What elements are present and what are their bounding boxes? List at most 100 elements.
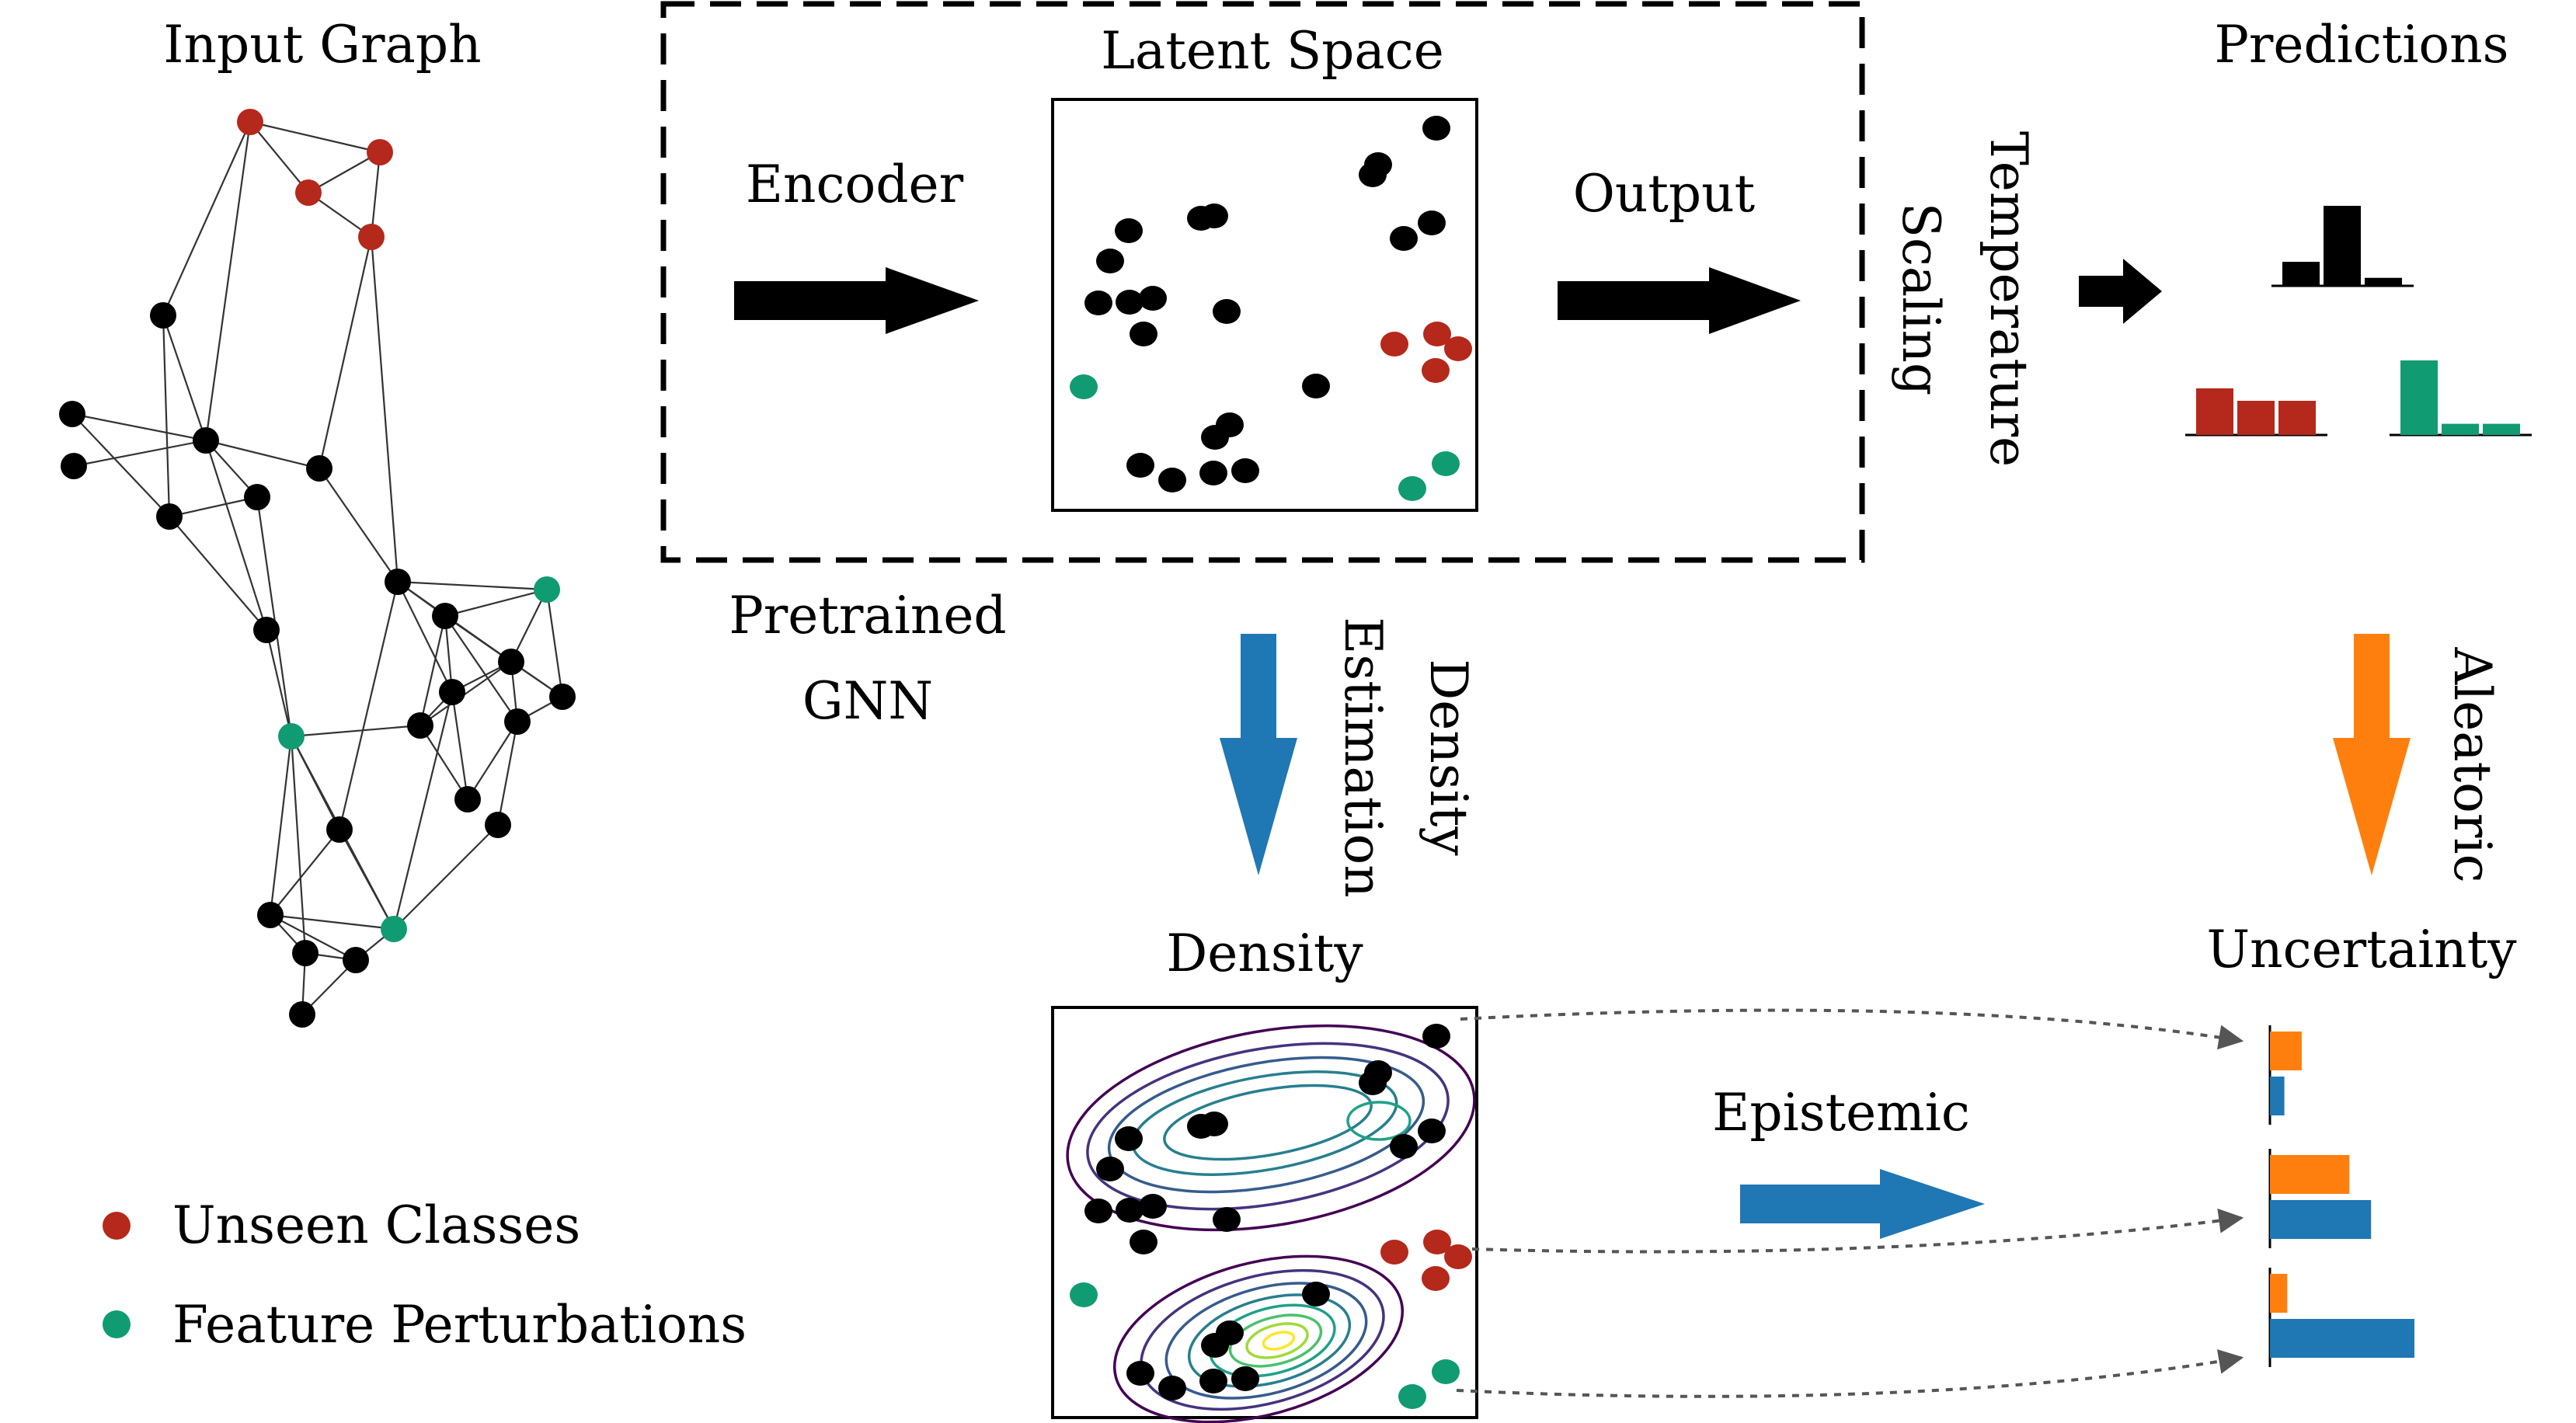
epistemic-label: Epistemic [1712, 1083, 1970, 1143]
latent-point-perturbed [1070, 374, 1098, 399]
encoder-arrow [734, 267, 979, 334]
graph-node-unseen [367, 139, 393, 165]
latent-point-normal [1200, 204, 1228, 228]
latent-point-unseen [1423, 322, 1451, 346]
graph-node-perturbed [534, 576, 560, 603]
density-contour [1112, 1254, 1405, 1423]
graph-edge [545, 589, 564, 698]
graph-node-normal [150, 302, 176, 329]
density-contour [1164, 1282, 1368, 1400]
connector-normal [1460, 1008, 2244, 1050]
density-point-normal [1213, 1207, 1241, 1232]
graph-node-normal [193, 427, 219, 454]
density-contour [1066, 1024, 1476, 1232]
density-point-perturbed [1070, 1282, 1098, 1307]
latent-point-normal [1139, 286, 1167, 311]
graph-node-normal [61, 453, 87, 479]
graph-node-normal [407, 712, 433, 739]
density-contour [1346, 1101, 1412, 1141]
graph-nodes [59, 109, 576, 1028]
graph-node-unseen [295, 179, 322, 206]
pretrained-label: Pretrained [729, 586, 1006, 645]
graph-node-normal [59, 401, 85, 427]
graph-edge [393, 824, 499, 930]
connector-perturbed [1456, 1349, 2244, 1398]
density-point-normal [1199, 1369, 1227, 1393]
latent-point-normal [1422, 116, 1450, 141]
graph-edge [270, 913, 395, 931]
density-point-normal [1422, 1024, 1450, 1049]
graph-edge [444, 588, 548, 618]
density-contour [1262, 1331, 1296, 1351]
graph-edge [169, 516, 267, 631]
density-contour [1245, 1322, 1309, 1359]
graph-node-normal [326, 816, 353, 843]
graph-edge [510, 589, 548, 663]
graph-edge [162, 315, 171, 517]
latent-point-normal [1359, 162, 1387, 187]
pretrained-gnn-box [660, 1, 1865, 563]
density-point-normal [1084, 1199, 1112, 1223]
graph-edge [338, 581, 399, 830]
prediction-bar-unseen [2237, 401, 2275, 435]
latent-point-normal [1116, 290, 1144, 315]
density-point-perturbed [1398, 1384, 1426, 1409]
graph-edge [256, 496, 293, 737]
graph-edge [370, 151, 381, 238]
graph-edge [290, 736, 307, 954]
latent-point-normal [1390, 226, 1418, 251]
density-point-normal [1139, 1194, 1167, 1219]
legend-marker-perturbed [103, 1310, 131, 1338]
graph-edge [204, 121, 252, 441]
density-contour [1228, 1313, 1323, 1368]
scaling-arrow [2079, 259, 2162, 324]
uncertainty-bars [2268, 1025, 2414, 1367]
density-estimation-arrow [1220, 634, 1297, 875]
density-contour [1187, 1293, 1352, 1388]
latent-point-normal [1115, 218, 1143, 243]
latent-point-unseen [1380, 332, 1408, 357]
prediction-bar-unseen [2278, 401, 2316, 435]
graph-edge [467, 721, 518, 800]
graph-edge [249, 120, 381, 154]
latent-point-normal [1158, 468, 1186, 492]
graph-edge [444, 615, 518, 722]
graph-node-normal [432, 603, 458, 629]
density-point-normal [1115, 1126, 1143, 1151]
graph-edge [451, 691, 469, 800]
density-contour [1086, 1042, 1450, 1211]
density-contour [1163, 1084, 1373, 1161]
graph-node-normal [244, 484, 270, 510]
graph-node-perturbed [278, 723, 305, 750]
graph-edge [162, 315, 207, 441]
graph-node-unseen [237, 109, 263, 135]
latent-point-normal [1126, 453, 1154, 478]
graph-edge [419, 725, 468, 800]
epistemic-bar-normal [2270, 1077, 2285, 1115]
graph-node-normal [253, 617, 280, 643]
graph-edge [270, 914, 357, 961]
graph-node-normal [156, 503, 183, 530]
density-point-normal [1390, 1134, 1418, 1159]
graph-edge [169, 496, 258, 518]
aleatoric-bar-normal [2270, 1032, 2302, 1070]
aleatoric-arrow [2333, 634, 2411, 875]
graph-node-normal [485, 812, 511, 838]
graph-node-normal [306, 455, 332, 482]
latent-points [1070, 116, 1472, 501]
graph-edge [249, 121, 309, 193]
epistemic-bar-unseen [2270, 1200, 2372, 1239]
density-point-normal [1231, 1366, 1259, 1391]
graph-node-normal [289, 1001, 315, 1028]
graph-edge [265, 629, 293, 737]
graph-edge [392, 691, 454, 930]
prediction-bar-perturbed [2400, 360, 2438, 435]
graph-edge [291, 724, 421, 738]
graph-edge [73, 439, 207, 468]
output-arrow [1558, 267, 1801, 334]
prediction-bar-normal [2324, 206, 2361, 286]
latent-point-normal [1231, 458, 1259, 483]
density-contour [1107, 1056, 1426, 1194]
graph-edges [71, 120, 564, 1015]
